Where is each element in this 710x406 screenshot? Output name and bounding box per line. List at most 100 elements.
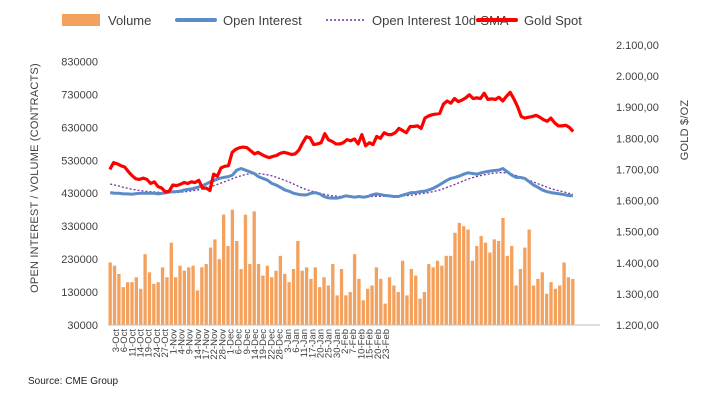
volume-bar <box>291 269 296 325</box>
x-tick-label: 6-Oct <box>119 329 130 353</box>
volume-bar <box>165 277 169 325</box>
x-tick-label: 11-Oct <box>127 329 138 357</box>
x-axis-ticks: 3-Oct6-Oct11-Oct14-Oct19-Oct24-Oct27-Oct… <box>111 329 392 360</box>
volume-bar <box>169 242 173 325</box>
volume-bar <box>544 293 549 325</box>
volume-bar <box>431 267 435 325</box>
x-tick-label: 19-Oct <box>144 329 155 358</box>
volume-bar <box>300 270 304 325</box>
volume-bar <box>318 287 322 325</box>
volume-bar <box>283 273 287 325</box>
x-tick-label: 17-Jan <box>307 329 318 358</box>
volume-bars <box>108 209 575 325</box>
right-tick-label: 1.400,00 <box>616 258 659 270</box>
volume-bar <box>400 260 405 325</box>
volume-bar <box>331 264 335 325</box>
volume-bar <box>134 277 139 325</box>
volume-bar <box>387 277 392 325</box>
left-tick-label: 530000 <box>61 155 98 167</box>
volume-bar <box>117 273 121 325</box>
volume-bar <box>187 267 191 325</box>
volume-bar <box>230 209 235 325</box>
left-tick-label: 430000 <box>61 188 98 200</box>
volume-bar <box>483 242 488 325</box>
volume-bar <box>326 285 331 325</box>
legend: Volume Open Interest Open Interest 10d-SMA… <box>62 13 582 28</box>
x-tick-label: 3-Oct <box>111 329 122 353</box>
volume-bar <box>453 232 457 325</box>
volume-bar <box>448 255 453 325</box>
volume-bar <box>348 292 352 325</box>
volume-bar <box>366 288 370 325</box>
volume-bar <box>226 245 230 325</box>
volume-bar <box>527 229 531 325</box>
x-tick-label: 22-Nov <box>209 329 220 360</box>
source-note: Source: CME Group <box>28 376 118 387</box>
volume-bar <box>256 264 261 325</box>
volume-bar <box>274 270 278 325</box>
volume-bar <box>470 260 475 325</box>
volume-bar <box>204 264 208 325</box>
volume-bar <box>313 267 317 325</box>
x-tick-label: 14-Dec <box>250 329 261 360</box>
volume-bar <box>178 265 182 325</box>
volume-bar <box>222 214 226 325</box>
volume-bar <box>217 259 221 325</box>
right-tick-label: 2.100,00 <box>616 40 659 52</box>
volume-bar <box>200 267 204 325</box>
x-tick-label: 1-Dec <box>226 329 237 355</box>
volume-bar <box>462 226 466 325</box>
volume-bar <box>414 275 418 325</box>
legend-label-open-interest: Open Interest <box>223 13 302 28</box>
volume-bar <box>492 239 496 325</box>
x-tick-label: 22-Dec <box>266 329 277 360</box>
volume-bar <box>457 222 461 325</box>
volume-bar <box>510 245 514 325</box>
left-tick-label: 630000 <box>61 122 98 134</box>
left-tick-label: 230000 <box>61 254 98 266</box>
volume-bar <box>156 282 160 325</box>
volume-bar <box>152 283 156 325</box>
x-tick-label: 20-Jan <box>316 329 327 358</box>
volume-bar <box>475 245 479 325</box>
volume-bar <box>339 269 344 325</box>
volume-bar <box>558 285 562 325</box>
volume-bar <box>409 269 413 325</box>
volume-bar <box>265 265 269 325</box>
right-tick-label: 1.500,00 <box>616 227 659 239</box>
volume-bar <box>143 254 147 325</box>
volume-bar <box>235 241 239 325</box>
volume-bar <box>208 247 213 325</box>
x-tick-label: 20-Feb <box>373 329 384 359</box>
left-tick-label: 30000 <box>67 320 98 332</box>
volume-bar <box>195 290 200 325</box>
volume-bar <box>440 265 444 325</box>
volume-bar <box>361 300 365 325</box>
volume-bar <box>147 272 152 325</box>
volume-bar <box>536 278 540 325</box>
x-tick-label: 19-Dec <box>258 329 269 360</box>
volume-bar <box>357 278 361 325</box>
volume-bar <box>466 229 470 325</box>
volume-bar <box>531 285 536 325</box>
volume-bar <box>488 252 492 325</box>
volume-bar <box>405 295 409 325</box>
right-tick-label: 1.200,00 <box>616 320 659 332</box>
volume-bar <box>427 264 431 325</box>
volume-bar <box>139 288 143 325</box>
legend-label-volume: Volume <box>108 13 151 28</box>
volume-bar <box>335 295 339 325</box>
series-lines <box>108 90 575 200</box>
x-tick-label: 30-Jan <box>332 329 343 358</box>
x-tick-label: 14-Nov <box>193 329 204 360</box>
volume-bar <box>392 285 396 325</box>
volume-bar <box>496 241 501 325</box>
volume-bar <box>121 287 125 325</box>
x-tick-label: 2-Feb <box>340 329 351 354</box>
volume-bar <box>523 247 527 325</box>
volume-bar <box>182 270 187 325</box>
x-tick-label: 4-Nov <box>176 329 187 355</box>
volume-bar <box>444 255 448 325</box>
